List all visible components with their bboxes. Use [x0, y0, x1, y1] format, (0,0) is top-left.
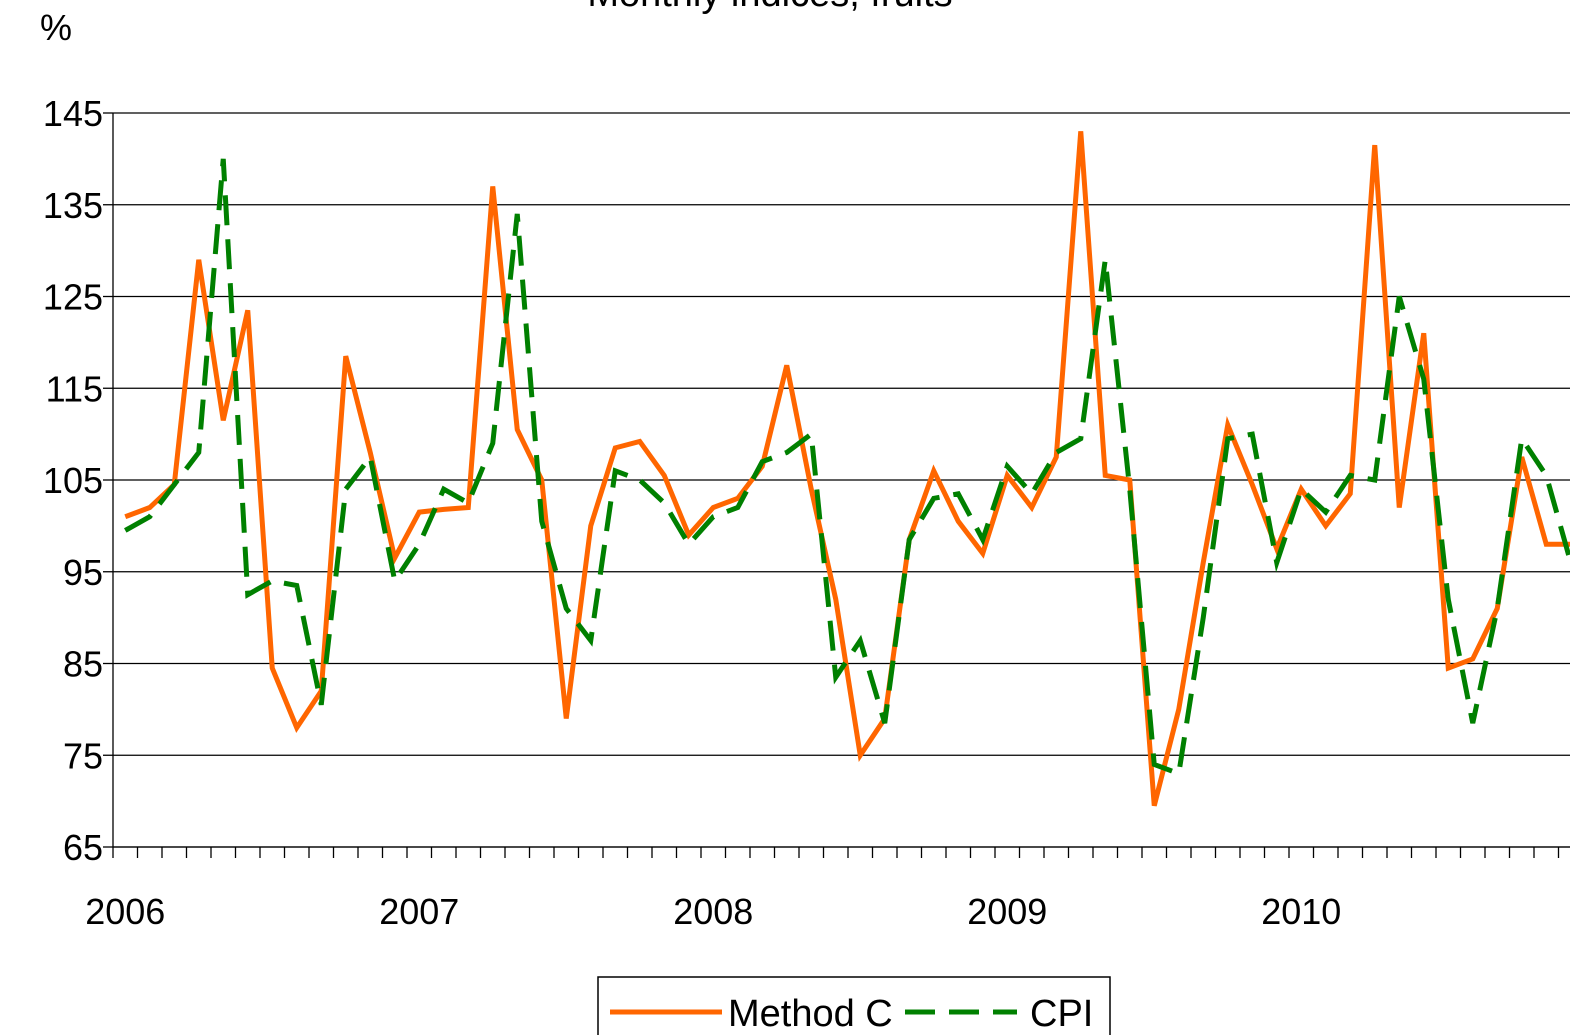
x-tick-label: 2007: [379, 891, 459, 932]
legend-label: CPI: [1030, 993, 1093, 1035]
series-line: [124, 131, 1570, 807]
x-tick-label: 2010: [1261, 891, 1341, 932]
legend-box: [597, 976, 1111, 1035]
y-tick-label: 105: [43, 460, 103, 501]
x-tick-label: 2009: [967, 891, 1047, 932]
y-tick-label: 65: [63, 827, 103, 868]
y-axis-label: %: [40, 7, 72, 48]
y-tick-label: 75: [63, 735, 103, 776]
y-tick-label: 85: [63, 644, 103, 685]
legend-label: Method C: [728, 993, 893, 1035]
x-tick-label: 2006: [85, 891, 165, 932]
y-tick-label: 115: [46, 368, 103, 409]
legend: Method C CPI: [597, 976, 1111, 1035]
y-tick-label: 125: [43, 277, 103, 318]
chart-title: Monthly indices, fruits: [587, 0, 952, 15]
y-tick-label: 135: [43, 185, 103, 226]
x-tick-label: 2008: [673, 891, 753, 932]
y-tick-label: 145: [43, 93, 103, 134]
y-tick-label: 95: [63, 552, 103, 593]
